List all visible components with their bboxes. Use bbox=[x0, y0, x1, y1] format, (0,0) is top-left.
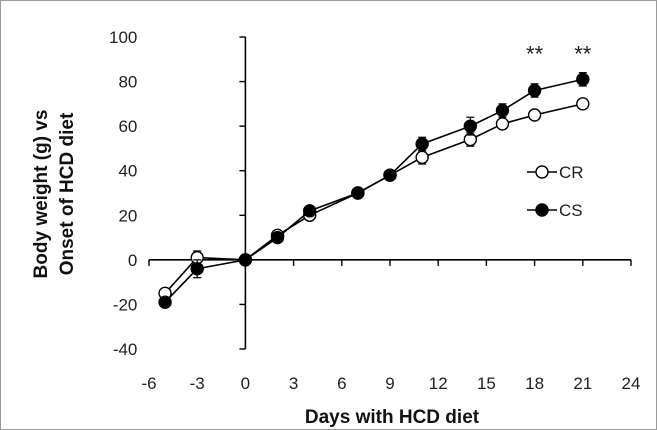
data-point-cs bbox=[158, 295, 172, 309]
legend: CR CS bbox=[527, 163, 584, 220]
data-point-cs bbox=[190, 262, 204, 276]
annotations: ** ** bbox=[526, 42, 592, 67]
data-point-cs bbox=[238, 253, 253, 267]
x-tick-label: 0 bbox=[241, 374, 250, 393]
legend-label: CS bbox=[559, 201, 583, 220]
data-point-cs bbox=[270, 230, 285, 245]
x-tick-label: 6 bbox=[337, 374, 346, 393]
y-tick-label: 20 bbox=[118, 206, 137, 225]
data-point-cs bbox=[463, 119, 478, 133]
x-tick-label: 12 bbox=[429, 374, 448, 393]
data-point-cs bbox=[495, 103, 510, 118]
data-point-cs bbox=[576, 72, 590, 87]
significance-label: ** bbox=[574, 42, 592, 67]
legend-marker bbox=[535, 203, 549, 217]
y-axis-title-line-1: Body weight (g) vs bbox=[31, 110, 52, 279]
series-line-cr bbox=[164, 103, 583, 294]
y-tick-label: 100 bbox=[109, 28, 137, 47]
legend-label: CR bbox=[559, 163, 584, 182]
x-tick-label: 15 bbox=[477, 374, 496, 393]
data-point-cs bbox=[383, 168, 397, 182]
series-line-cs bbox=[164, 78, 583, 303]
data-point-cs bbox=[302, 204, 317, 218]
x-axis-title: Days with HCD diet bbox=[305, 407, 480, 428]
data-point-cr bbox=[415, 150, 429, 165]
x-tick-label: 9 bbox=[385, 374, 394, 393]
y-tick-label: 0 bbox=[128, 251, 137, 270]
y-tick-label: -20 bbox=[113, 295, 138, 314]
data-point-cs bbox=[415, 137, 429, 151]
legend-marker bbox=[535, 165, 549, 179]
y-tick-label: 60 bbox=[118, 117, 137, 136]
series-layer bbox=[158, 72, 590, 309]
y-tick-label: 40 bbox=[118, 162, 137, 181]
axes: -40 -20 0 20 40 60 80 100 -6 -3 0 3 6 9 12 15 18 21 24 bbox=[109, 28, 640, 393]
data-point-cs bbox=[351, 186, 365, 200]
x-tick-label: -3 bbox=[190, 374, 205, 393]
y-axis-title-line-2: Onset of HCD diet bbox=[57, 112, 78, 275]
series-cs bbox=[158, 72, 590, 309]
x-tick-label: 3 bbox=[289, 374, 298, 393]
significance-label: ** bbox=[526, 42, 544, 67]
y-tick-label: 80 bbox=[118, 73, 137, 92]
data-point-cr bbox=[576, 97, 590, 111]
x-tick-label: 21 bbox=[573, 374, 592, 393]
x-tick-label: -6 bbox=[141, 374, 156, 393]
data-point-cs bbox=[527, 83, 542, 98]
y-tick-label: -40 bbox=[113, 340, 138, 359]
data-point-cr bbox=[527, 108, 542, 122]
legend-item-cr: CR bbox=[527, 163, 584, 182]
x-tick-label: 24 bbox=[622, 374, 641, 393]
x-tick-label: 18 bbox=[525, 374, 544, 393]
data-point-cr bbox=[495, 117, 510, 131]
legend-item-cs: CS bbox=[527, 201, 583, 220]
series-cr bbox=[158, 97, 590, 300]
